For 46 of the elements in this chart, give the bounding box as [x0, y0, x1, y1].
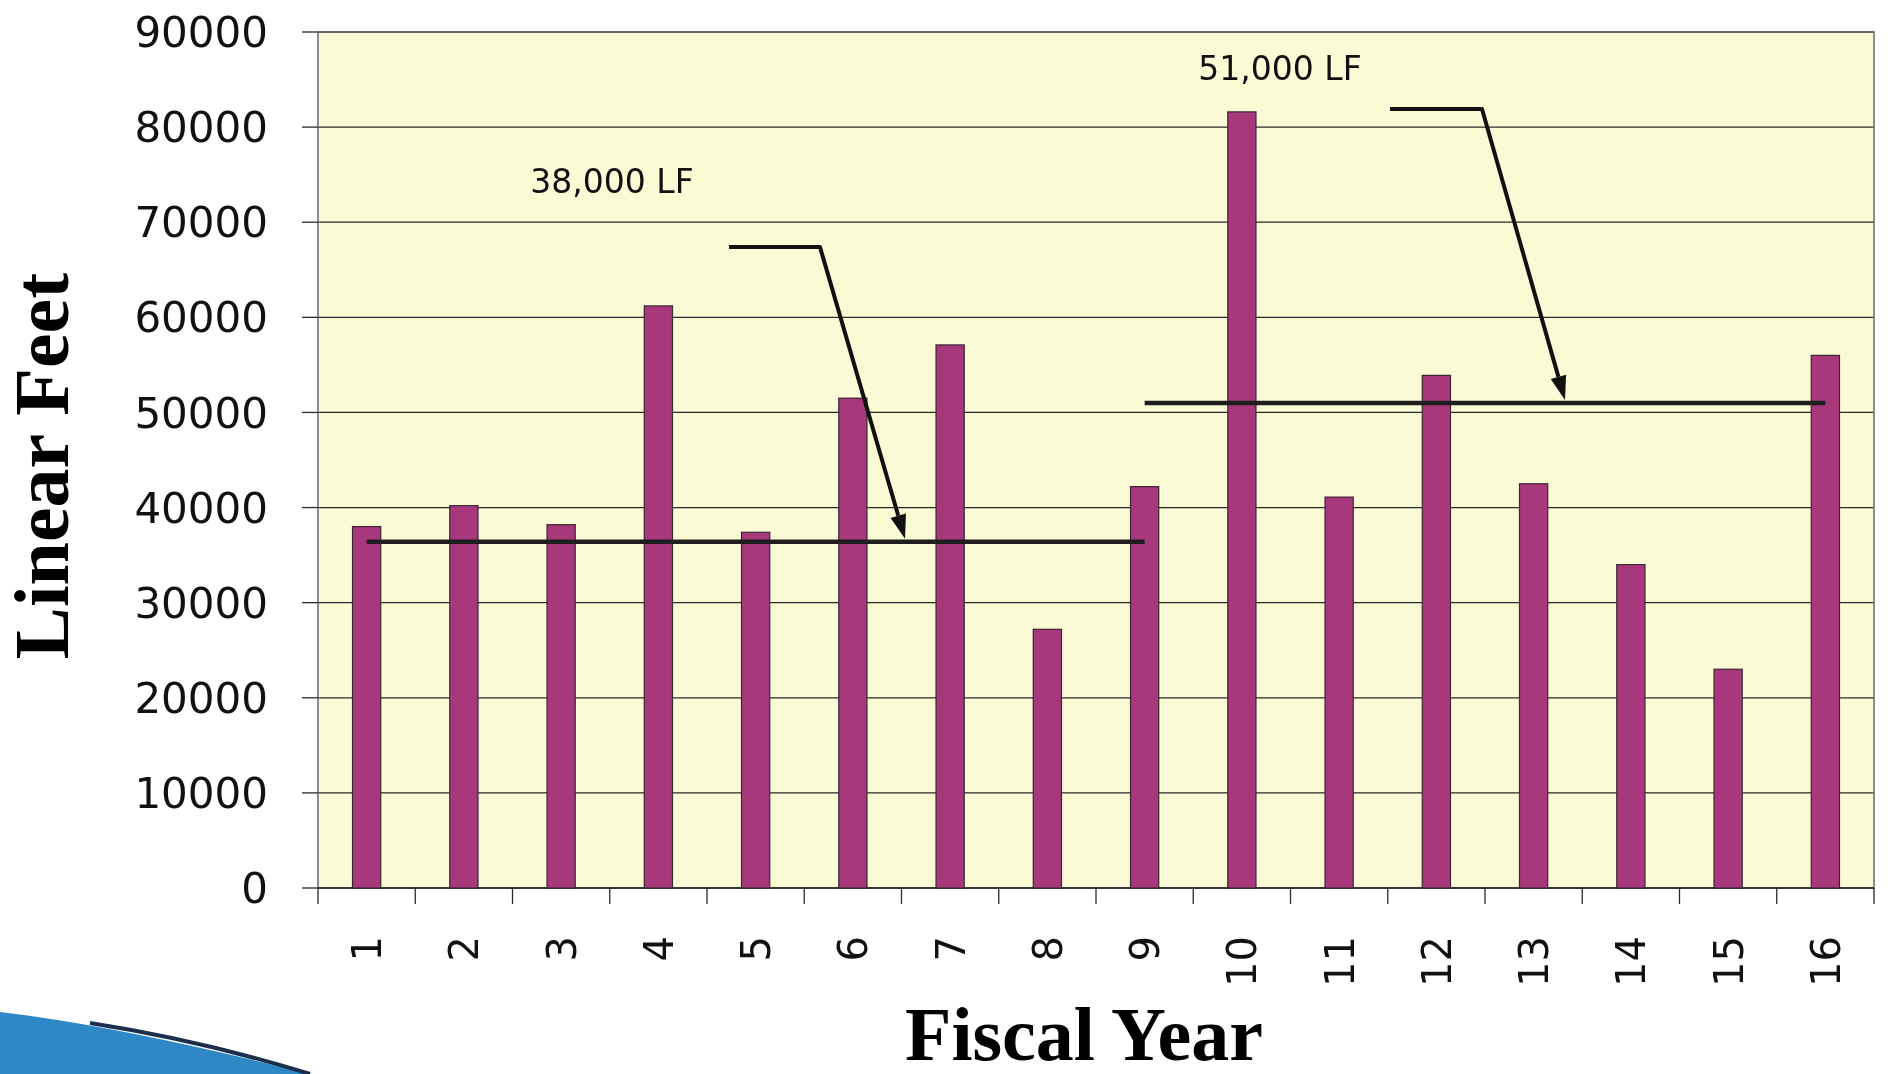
bar [1129, 486, 1160, 889]
annotation: 51,000 LF [1198, 49, 1362, 88]
x-tick-label: 7 [927, 936, 974, 962]
bar [838, 397, 868, 889]
bar [1713, 668, 1743, 889]
x-axis-title: Fiscal Year [904, 992, 1264, 1074]
bar [935, 344, 965, 889]
x-tick-label: 16 [1802, 936, 1849, 987]
y-tick-label: 60000 [134, 293, 268, 343]
x-tick-label: 9 [1122, 936, 1169, 962]
annotation: 38,000 LF [530, 162, 694, 201]
y-tick-label: 80000 [134, 103, 268, 153]
x-tick-label: 12 [1413, 936, 1460, 987]
x-tick-label: 1 [344, 936, 391, 962]
bar [449, 505, 479, 889]
y-tick-label: 50000 [134, 388, 268, 438]
y-tick-label: 10000 [134, 769, 268, 819]
x-tick-label: 2 [441, 936, 488, 962]
x-tick-label: 6 [830, 936, 877, 962]
bar [546, 524, 576, 889]
x-tick-label: 4 [635, 936, 682, 962]
bar [1421, 374, 1452, 889]
bar [351, 525, 382, 889]
bar [740, 531, 771, 889]
x-tick-label: 8 [1024, 936, 1071, 962]
x-tick-label: 3 [538, 936, 585, 962]
bar [1324, 496, 1354, 889]
y-axis-title: Linear Feet [0, 272, 85, 660]
y-tick-label: 40000 [134, 483, 268, 533]
bar [1616, 564, 1646, 889]
bar [1227, 111, 1257, 889]
bar [1518, 483, 1549, 889]
bar [643, 305, 674, 889]
x-tick-label: 10 [1219, 936, 1266, 987]
x-tick-label: 11 [1316, 936, 1363, 987]
y-tick-label: 30000 [134, 578, 268, 628]
x-tick-label: 13 [1511, 936, 1558, 987]
bar [1032, 628, 1063, 889]
y-tick-label: 0 [241, 864, 268, 914]
x-tick-label: 14 [1608, 936, 1655, 987]
y-tick-label: 90000 [134, 8, 268, 58]
bar [1810, 354, 1841, 889]
x-tick-label: 5 [733, 936, 780, 962]
y-tick-label: 20000 [134, 673, 268, 723]
y-tick-label: 70000 [134, 198, 268, 248]
x-tick-label: 15 [1705, 936, 1752, 987]
